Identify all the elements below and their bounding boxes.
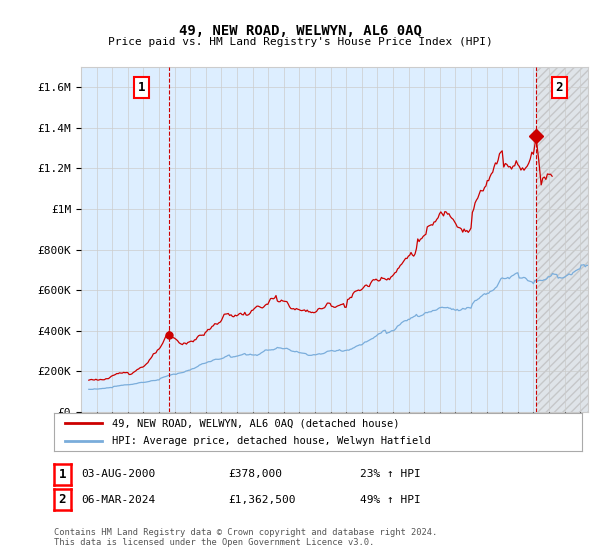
Text: HPI: Average price, detached house, Welwyn Hatfield: HPI: Average price, detached house, Welw… bbox=[112, 436, 431, 446]
Text: 03-AUG-2000: 03-AUG-2000 bbox=[81, 469, 155, 479]
Text: Contains HM Land Registry data © Crown copyright and database right 2024.
This d: Contains HM Land Registry data © Crown c… bbox=[54, 528, 437, 547]
Bar bbox=[536, 67, 588, 412]
Text: 1: 1 bbox=[59, 468, 66, 481]
Text: 1: 1 bbox=[137, 81, 145, 94]
Text: 49, NEW ROAD, WELWYN, AL6 0AQ: 49, NEW ROAD, WELWYN, AL6 0AQ bbox=[179, 24, 421, 38]
Text: 23% ↑ HPI: 23% ↑ HPI bbox=[360, 469, 421, 479]
Text: 2: 2 bbox=[556, 81, 563, 94]
Text: Price paid vs. HM Land Registry's House Price Index (HPI): Price paid vs. HM Land Registry's House … bbox=[107, 37, 493, 47]
Text: £1,362,500: £1,362,500 bbox=[228, 494, 296, 505]
Text: 06-MAR-2024: 06-MAR-2024 bbox=[81, 494, 155, 505]
Text: 49% ↑ HPI: 49% ↑ HPI bbox=[360, 494, 421, 505]
Text: 2: 2 bbox=[59, 493, 66, 506]
Text: £378,000: £378,000 bbox=[228, 469, 282, 479]
Text: 49, NEW ROAD, WELWYN, AL6 0AQ (detached house): 49, NEW ROAD, WELWYN, AL6 0AQ (detached … bbox=[112, 418, 400, 428]
